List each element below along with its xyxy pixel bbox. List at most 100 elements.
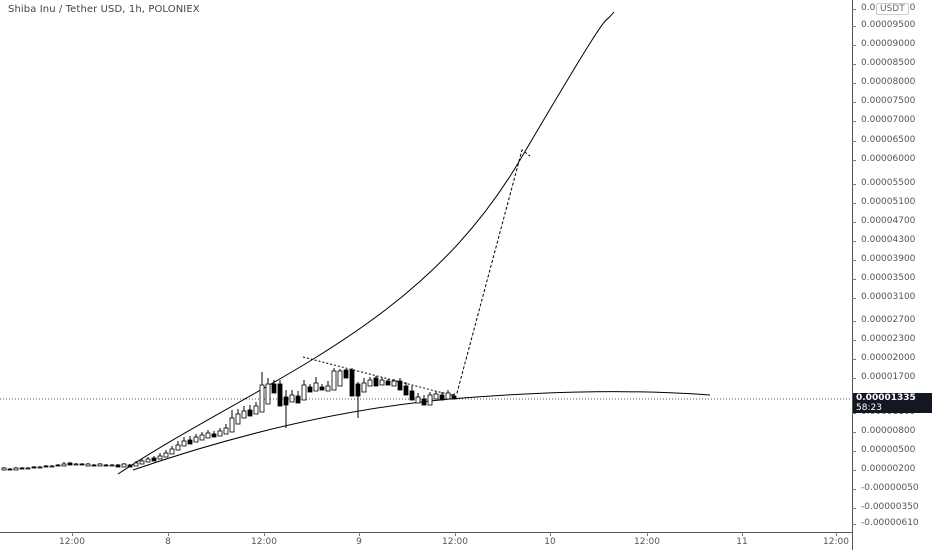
price-tick-mark — [852, 260, 856, 261]
price-tick-label: 0.00008000 — [861, 77, 916, 87]
currency-badge[interactable]: USDT — [876, 3, 909, 15]
candle-body — [247, 409, 253, 417]
price-scale[interactable]: 0.000103000.000095000.000090000.00008500… — [852, 0, 932, 532]
candle-body — [433, 393, 439, 400]
price-tick-mark — [852, 241, 856, 242]
time-tick-label: 10 — [544, 537, 556, 547]
bar-countdown: 58:23 — [856, 402, 882, 413]
candle-body — [445, 392, 451, 400]
price-tick-label: 0.00002700 — [861, 315, 916, 325]
candle-body — [187, 439, 193, 445]
candle-body — [385, 380, 391, 386]
candle-body — [49, 465, 55, 468]
candle-body — [7, 468, 13, 471]
candle-body — [235, 413, 241, 425]
candle-body — [253, 405, 259, 415]
price-tick-mark — [852, 26, 856, 27]
time-tick-label: 9 — [356, 537, 362, 547]
price-tick-label: 0.00004300 — [861, 235, 916, 245]
price-tick-mark — [852, 121, 856, 122]
candle-body — [19, 467, 25, 470]
chart-canvas[interactable] — [0, 0, 852, 532]
candle-body — [61, 463, 67, 467]
candle-body — [337, 370, 343, 387]
candle-body — [331, 370, 337, 391]
price-tick-label: 0.00003900 — [861, 254, 916, 264]
candle-body — [31, 466, 37, 469]
time-tick-mark — [550, 532, 551, 536]
candle-body — [265, 383, 271, 405]
candle-body — [37, 466, 43, 469]
candle-body — [301, 384, 307, 401]
price-tick-label: 0.00002000 — [861, 353, 916, 363]
candle-body — [43, 465, 49, 468]
price-tick-label: -0.00000350 — [861, 502, 919, 512]
price-tick-mark — [852, 184, 856, 185]
price-tick-label: 0.00008500 — [861, 58, 916, 68]
symbol-title[interactable]: Shiba Inu / Tether USD, 1h, POLONIEX — [8, 4, 200, 15]
candle-body — [13, 467, 19, 471]
price-tick-label: 0.00006000 — [861, 154, 916, 164]
candle-body — [415, 396, 421, 404]
candle-body — [199, 434, 205, 441]
price-axis-border — [852, 0, 853, 550]
price-tick-label: 0.00003100 — [861, 292, 916, 302]
candle-body — [451, 395, 457, 400]
price-tick-mark — [852, 64, 856, 65]
candle-body — [409, 390, 415, 401]
candle-body — [229, 417, 235, 433]
time-tick-label: 12:00 — [251, 537, 277, 547]
candle-body — [73, 463, 79, 466]
candle-body — [277, 383, 283, 407]
candle-body — [343, 369, 349, 379]
price-tick-mark — [852, 489, 856, 490]
price-tick-mark — [852, 470, 856, 471]
price-tick-label: 0.00006500 — [861, 135, 916, 145]
candle-body — [115, 464, 121, 468]
price-tick-label: 0.00009500 — [861, 20, 916, 30]
candle-body — [259, 384, 265, 413]
candle-body — [181, 440, 187, 447]
price-tick-mark — [852, 160, 856, 161]
candle-body — [211, 433, 217, 438]
time-tick-label: 12:00 — [442, 537, 468, 547]
last-price-value: 0.00001335 — [856, 393, 916, 403]
time-tick-mark — [359, 532, 360, 536]
candle-body — [379, 379, 385, 386]
price-tick-label: 0.00003500 — [861, 273, 916, 283]
time-tick-mark — [72, 532, 73, 536]
candle-body — [97, 463, 103, 467]
price-tick-label: -0.00000610 — [861, 518, 919, 528]
last-price-label: 0.00001335 58:23 — [853, 393, 932, 413]
candle-body — [367, 379, 373, 387]
price-tick-mark — [852, 321, 856, 322]
candle-body — [121, 463, 127, 468]
candle-body — [151, 457, 157, 462]
time-tick-label: 12:00 — [59, 537, 85, 547]
price-tick-mark — [852, 222, 856, 223]
time-tick-mark — [836, 532, 837, 536]
candle-body — [127, 464, 133, 468]
price-tick-mark — [852, 524, 856, 525]
price-tick-label: 0.00005500 — [861, 178, 916, 188]
candle-body — [139, 460, 145, 465]
candle-body — [91, 464, 97, 467]
candle-body — [25, 467, 31, 470]
candle-body — [85, 463, 91, 467]
price-tick-mark — [852, 83, 856, 84]
time-tick-label: 8 — [165, 537, 171, 547]
candle-body — [439, 394, 445, 401]
candle-body — [427, 394, 433, 406]
price-tick-mark — [852, 340, 856, 341]
price-tick-label: 0.00000500 — [861, 445, 916, 455]
candle-body — [319, 386, 325, 391]
price-tick-mark — [852, 102, 856, 103]
candle-body — [373, 377, 379, 387]
price-tick-label: 0.00004700 — [861, 216, 916, 226]
candle-body — [241, 410, 247, 419]
price-tick-mark — [852, 45, 856, 46]
candle-body — [271, 383, 277, 394]
price-tick-label: 0.00000200 — [861, 464, 916, 474]
candle-body — [349, 369, 355, 397]
